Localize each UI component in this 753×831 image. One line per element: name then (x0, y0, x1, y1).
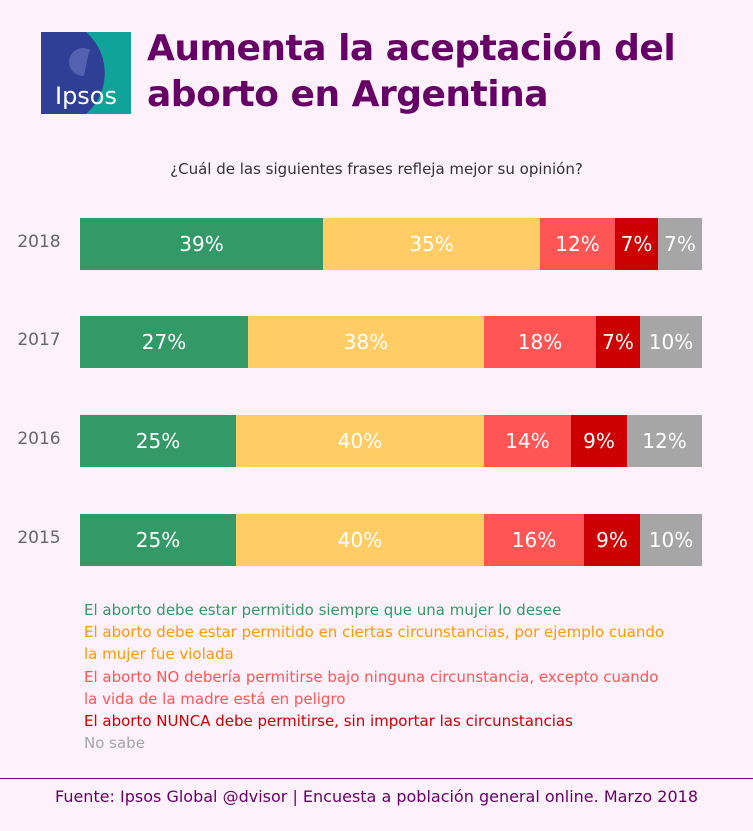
year-label: 2015 (17, 528, 61, 548)
bar-segment: 18% (484, 316, 596, 368)
bar-segment: 7% (615, 218, 658, 270)
bar-segment: 9% (584, 514, 640, 566)
year-label: 2017 (17, 330, 61, 350)
bar-segment: 10% (640, 316, 702, 368)
legend-entry: El aborto debe estar permitido siempre q… (84, 601, 562, 619)
source-footer: Fuente: Ipsos Global @dvisor | Encuesta … (54, 787, 698, 806)
legend-entry: El aborto NUNCA debe permitirse, sin imp… (84, 712, 573, 730)
title-line-2: aborto en Argentina (147, 74, 549, 115)
svg-text:Ipsos: Ipsos (55, 82, 117, 110)
bar-segment: 9% (571, 415, 627, 467)
year-label: 2016 (17, 429, 61, 449)
title-line-1: Aumenta la aceptación del (147, 28, 676, 69)
bar-segment: 25% (80, 514, 236, 566)
legend-entry: El aborto debe estar permitido en cierta… (84, 623, 665, 642)
bar-segment: 25% (80, 415, 236, 467)
year-label: 2018 (17, 232, 61, 252)
legend-entry: El aborto NO debería permitirse bajo nin… (84, 667, 659, 686)
bar-segment: 35% (323, 218, 540, 270)
bar-segment: 39% (80, 218, 323, 270)
legend-entry: No sabe (84, 734, 145, 753)
divider (0, 778, 753, 779)
page-title: Aumenta la aceptación del aborto en Arge… (147, 26, 676, 118)
ipsos-logo: Ipsos (41, 32, 131, 114)
bar-segment: 12% (627, 415, 702, 467)
bar-segment: 40% (236, 415, 484, 467)
legend-entry: la vida de la madre está en peligro (84, 689, 346, 708)
bar-segment: 38% (248, 316, 484, 368)
bar-segment: 7% (658, 218, 702, 270)
bar-segment: 14% (484, 415, 571, 467)
bar-segment: 10% (640, 514, 702, 566)
bar-segment: 27% (80, 316, 248, 368)
legend-entry: la mujer fue violada (84, 645, 234, 664)
bar-segment: 7% (596, 316, 640, 368)
bar-segment: 12% (540, 218, 615, 270)
bar-segment: 40% (236, 514, 484, 566)
bar-segment: 16% (484, 514, 584, 566)
chart-question: ¿Cuál de las siguientes frases refleja m… (170, 160, 583, 178)
